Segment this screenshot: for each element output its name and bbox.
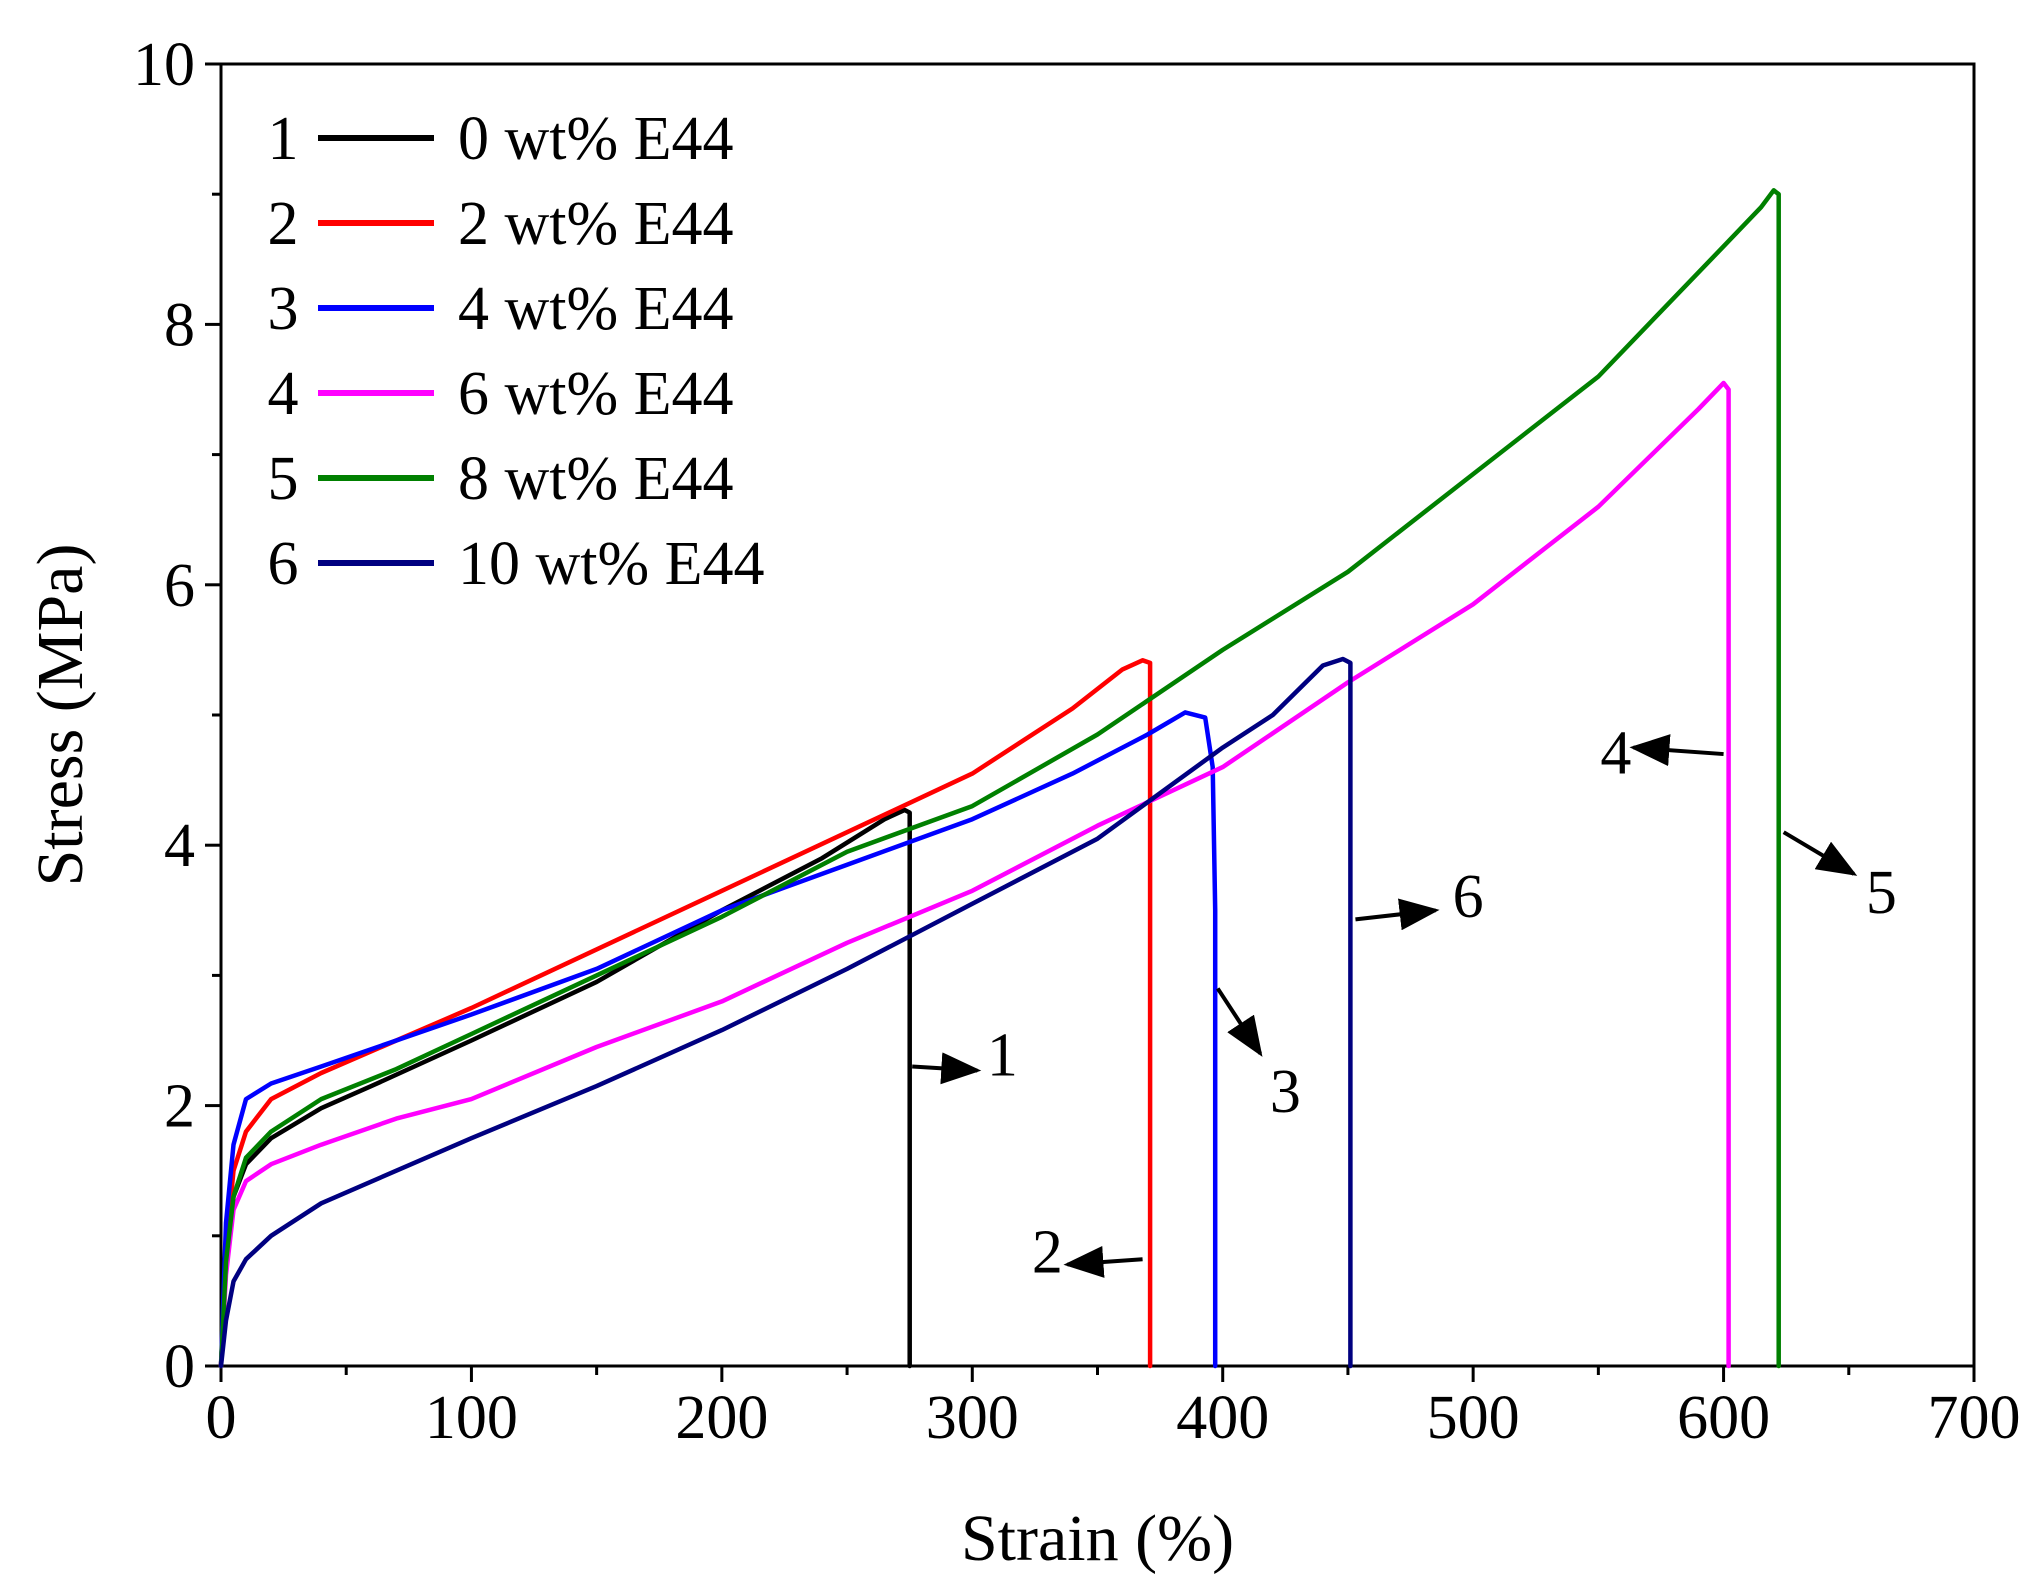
- series-line-5: [218, 188, 1781, 1369]
- annotation-label-5: 5: [1866, 859, 1897, 927]
- legend-label: 10 wt% E44: [458, 530, 765, 598]
- y-tick-label: 8: [164, 291, 195, 359]
- series-line-2: [218, 658, 1153, 1369]
- x-tick-label: 700: [1928, 1384, 2021, 1452]
- series-lines: [218, 188, 1781, 1369]
- x-tick-label: 0: [206, 1384, 237, 1452]
- annotation-arrow-1: [912, 1052, 982, 1085]
- legend-number: 1: [268, 105, 299, 173]
- x-tick-label: 200: [675, 1384, 768, 1452]
- legend-label: 2 wt% E44: [458, 190, 734, 258]
- legend-label: 4 wt% E44: [458, 275, 734, 343]
- axes: 0 100 200 300 400 500 600 700 0 2 4 6 8 10 Strain (%) S…: [24, 31, 2021, 1575]
- curve-annotations: 1 2 3 6 4 5: [912, 720, 1897, 1286]
- legend-number: 2: [268, 190, 299, 258]
- y-tick-label: 0: [164, 1333, 195, 1401]
- annotation-arrow-5: [1782, 830, 1858, 876]
- annotation-label-4: 4: [1600, 720, 1631, 788]
- y-tick-label: 4: [164, 812, 195, 880]
- y-tick-label: 2: [164, 1073, 195, 1141]
- x-tick-label: 500: [1427, 1384, 1520, 1452]
- x-tick-label: 300: [926, 1384, 1019, 1452]
- legend-label: 0 wt% E44: [458, 105, 734, 173]
- x-tick-label: 400: [1176, 1384, 1269, 1452]
- series-line-3: [218, 710, 1218, 1369]
- legend-label: 8 wt% E44: [458, 445, 734, 513]
- annotation-arrow-6: [1355, 898, 1440, 931]
- annotation-arrow-3: [1216, 987, 1263, 1057]
- annotation-label-6: 6: [1453, 863, 1484, 931]
- x-tick-label: 600: [1677, 1384, 1770, 1452]
- series-line-6: [218, 656, 1353, 1369]
- y-axis-title: Stress (MPa): [24, 544, 97, 887]
- x-axis-title: Strain (%): [961, 1502, 1234, 1575]
- y-tick-label: 6: [164, 552, 195, 620]
- annotation-label-1: 1: [987, 1022, 1018, 1090]
- legend-number: 5: [268, 445, 299, 513]
- legend-number: 4: [268, 360, 299, 428]
- annotation-arrow-2: [1063, 1245, 1143, 1278]
- y-tick-label: 10: [133, 31, 195, 99]
- x-tick-label: 100: [425, 1384, 518, 1452]
- annotation-label-3: 3: [1270, 1058, 1301, 1126]
- annotation-label-2: 2: [1032, 1218, 1063, 1286]
- series-line-1: [218, 807, 912, 1369]
- annotation-arrow-4: [1629, 734, 1724, 767]
- legend-number: 6: [268, 530, 299, 598]
- legend-number: 3: [268, 275, 299, 343]
- legend-label: 6 wt% E44: [458, 360, 734, 428]
- series-line-4: [218, 380, 1731, 1369]
